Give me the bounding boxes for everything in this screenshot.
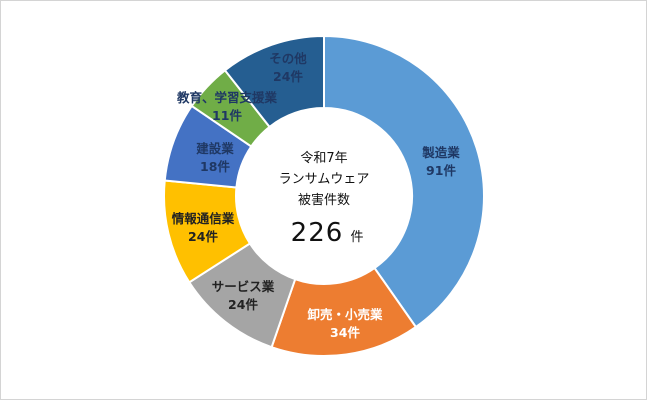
slice-value-5: 11件 [212, 108, 242, 123]
center-line-1: 令和7年 [300, 151, 347, 166]
slice-6 [223, 34, 325, 129]
slice-label-0: 製造業 [421, 145, 460, 160]
slice-value-4: 18件 [200, 159, 230, 174]
slice-value-1: 34件 [330, 325, 360, 340]
labels-group: 製造業91件卸売・小売業34件サービス業24件情報通信業24件建設業18件教育、… [172, 51, 461, 340]
slice-label-2: サービス業 [212, 279, 275, 294]
slices-group [163, 34, 485, 357]
center-total: 226 [291, 218, 344, 248]
slice-value-2: 24件 [228, 297, 258, 312]
center-line-2: ランサムウェア [279, 172, 370, 187]
slice-label-1: 卸売・小売業 [307, 307, 383, 322]
slice-value-3: 24件 [188, 229, 218, 244]
center-total-unit: 件 [350, 230, 363, 245]
slice-label-3: 情報通信業 [172, 211, 235, 226]
slice-value-0: 91件 [426, 163, 456, 178]
center-label: 令和7年 ランサムウェア 被害件数 226 件 [279, 151, 370, 248]
slice-0 [323, 34, 485, 329]
center-line-3: 被害件数 [298, 192, 350, 208]
slice-value-6: 24件 [273, 69, 303, 84]
slice-label-5: 教育、学習支援業 [176, 90, 278, 105]
slice-label-6: その他 [269, 51, 307, 66]
slice-label-4: 建設業 [196, 141, 234, 156]
